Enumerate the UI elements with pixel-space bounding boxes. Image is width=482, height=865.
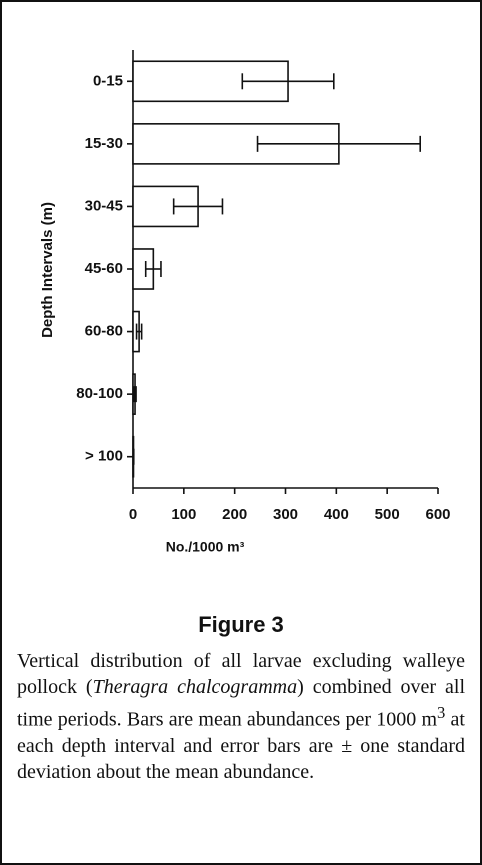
x-tick-label: 600 bbox=[425, 506, 450, 523]
x-tick-label: 100 bbox=[171, 506, 196, 523]
caption-species: Theragra chalcogramma bbox=[92, 676, 298, 698]
x-tick-label: 500 bbox=[375, 506, 400, 523]
x-axis-label: No./1000 m³ bbox=[166, 539, 245, 555]
caption-text: at each depth interval and error bars ar… bbox=[17, 708, 465, 783]
y-tick-label: 80-100 bbox=[76, 385, 123, 402]
caption-text: ) combined over all time periods. Bars a… bbox=[17, 676, 466, 731]
chart: No./1000 m³ Depth Intervals (m) 0 100 200 3… bbox=[39, 50, 451, 555]
caption-superscript: 3 bbox=[437, 703, 446, 722]
x-tick-label: 0 bbox=[129, 506, 137, 523]
y-tick-label: 45-60 bbox=[85, 260, 123, 277]
x-tick-label: 400 bbox=[324, 506, 349, 523]
y-tick-label: > 100 bbox=[85, 448, 123, 465]
x-tick-label: 300 bbox=[273, 506, 298, 523]
caption: Vertical distribution of all larvae excl… bbox=[17, 648, 465, 785]
x-tick-label: 200 bbox=[222, 506, 247, 523]
y-axis-label: Depth Intervals (m) bbox=[39, 202, 56, 338]
y-tick-label: 60-80 bbox=[85, 323, 123, 340]
caption-text: Vertical distribution of all larvae excl… bbox=[17, 650, 465, 698]
y-tick-label: 0-15 bbox=[93, 72, 123, 89]
y-tick-label: 30-45 bbox=[85, 197, 123, 214]
figure-label: Figure 3 bbox=[198, 612, 284, 637]
y-tick-label: 15-30 bbox=[85, 135, 123, 152]
